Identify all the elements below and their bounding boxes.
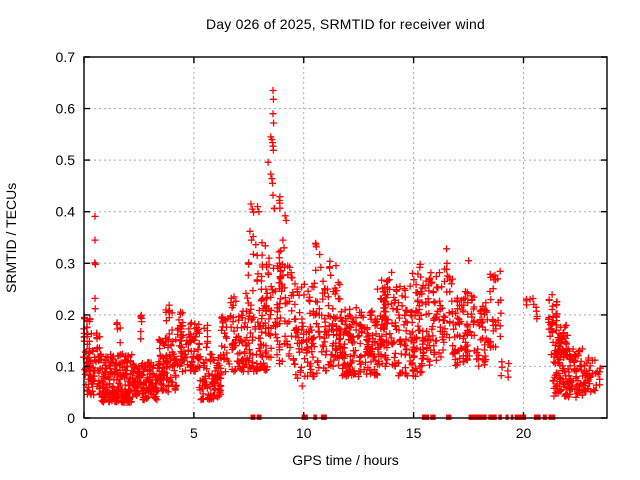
svg-text:0.4: 0.4 bbox=[56, 204, 76, 220]
svg-text:0.2: 0.2 bbox=[56, 307, 76, 323]
svg-text:0.5: 0.5 bbox=[56, 152, 76, 168]
svg-text:0.3: 0.3 bbox=[56, 255, 76, 271]
zero-value-markers bbox=[250, 414, 556, 420]
svg-text:0.7: 0.7 bbox=[56, 49, 76, 65]
plot-border bbox=[83, 56, 608, 419]
svg-text:15: 15 bbox=[406, 425, 422, 441]
tick-labels: 0 5 10 15 20 0 0.1 0.2 0.3 0.4 0.5 0.6 0.7 bbox=[56, 49, 532, 441]
svg-text:5: 5 bbox=[190, 425, 198, 441]
svg-text:0.6: 0.6 bbox=[56, 101, 76, 117]
svg-text:0.1: 0.1 bbox=[56, 358, 76, 374]
chart-title: Day 026 of 2025, SRMTID for receiver win… bbox=[206, 16, 485, 32]
svg-text:20: 20 bbox=[516, 425, 532, 441]
svg-text:10: 10 bbox=[296, 425, 312, 441]
svg-text:0: 0 bbox=[67, 410, 75, 426]
data-points bbox=[80, 87, 604, 406]
x-axis-label: GPS time / hours bbox=[292, 452, 399, 468]
svg-text:0: 0 bbox=[80, 425, 88, 441]
axis-ticks bbox=[83, 56, 607, 419]
